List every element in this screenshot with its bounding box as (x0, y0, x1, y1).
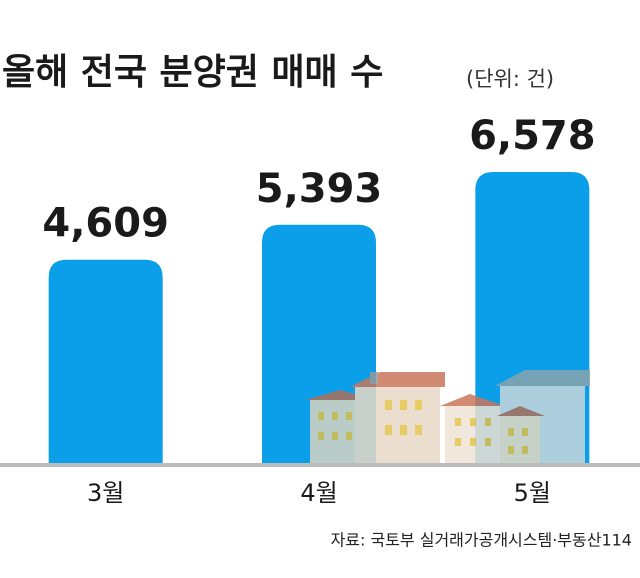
roof (495, 370, 590, 386)
windows (318, 400, 528, 454)
chart-title: 올해 전국 분양권 매매 수 (2, 52, 383, 93)
chimney (370, 372, 378, 384)
building (355, 385, 440, 465)
chart-subtitle: (단위: 건) (466, 67, 554, 91)
source-note: 자료: 국토부 실거래가공개시스템·부동산114 (331, 531, 632, 550)
value-label: 5,393 (256, 166, 383, 212)
x-tick-label: 4월 (300, 479, 337, 507)
value-label: 4,609 (42, 201, 169, 247)
baseline (0, 463, 640, 467)
x-tick-label: 5월 (514, 479, 551, 507)
building (445, 405, 500, 465)
bar (48, 259, 163, 465)
buildings-illustration (305, 370, 590, 465)
x-tick-label: 3월 (87, 479, 124, 507)
value-label: 6,578 (469, 113, 596, 159)
building (500, 415, 540, 465)
roof (497, 406, 545, 416)
roof (440, 394, 505, 406)
